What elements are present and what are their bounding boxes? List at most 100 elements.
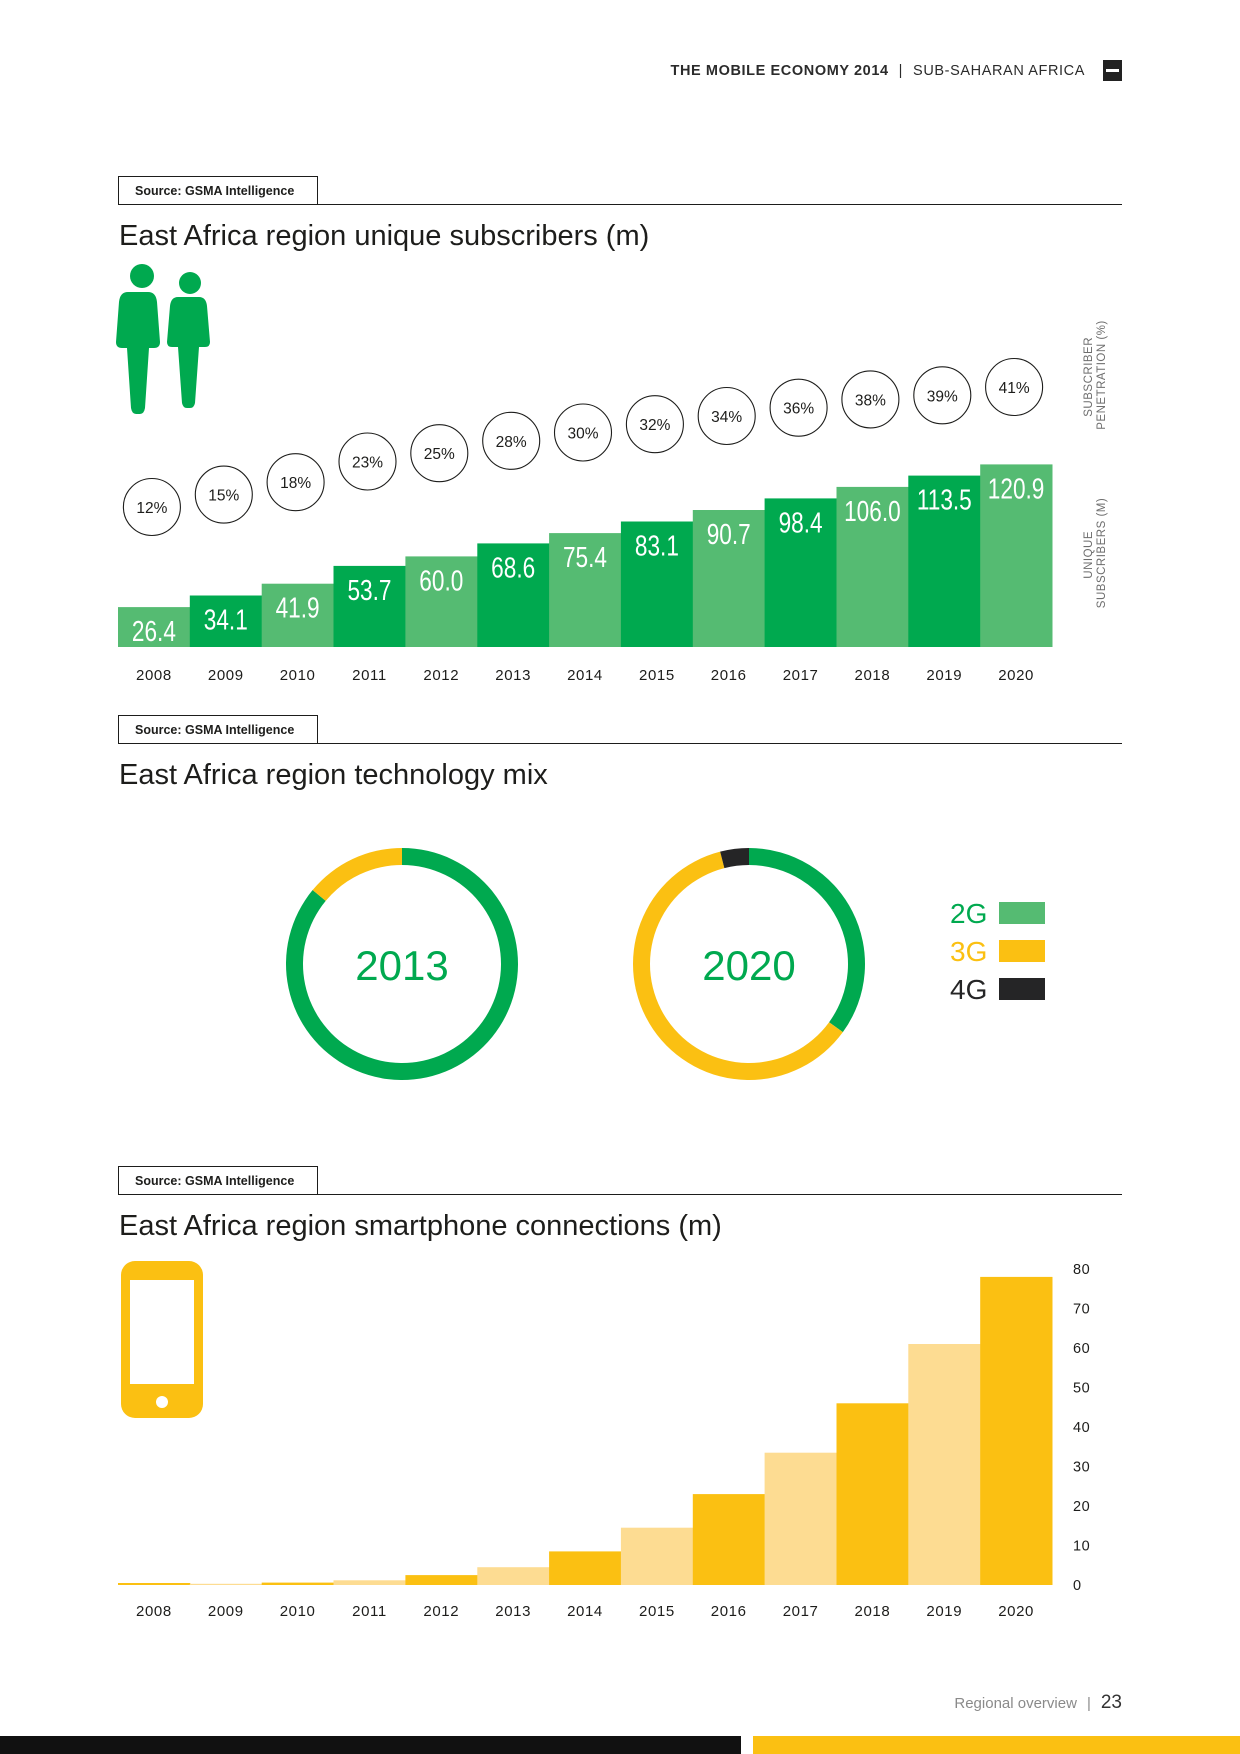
x-axis-tick-label: 2020 [998, 1603, 1034, 1620]
y-axis-tick-label: 0 [1073, 1578, 1082, 1594]
source-label: Source: GSMA Intelligence [118, 715, 318, 743]
penetration-label: 32% [639, 417, 670, 434]
subscribers-chart-title: East Africa region unique subscribers (m… [119, 220, 650, 252]
smartphone-chart: 2008 2009 2010 2011 2012 2013 2014 2015 2016 2017… [118, 1261, 1090, 1620]
smartphone-bar [261, 1582, 334, 1585]
x-axis-tick-label: 2016 [711, 667, 747, 684]
x-axis-tick-label: 2012 [423, 667, 459, 684]
bar-value-label: 106.0 [844, 494, 901, 527]
x-axis-tick-label: 2014 [567, 667, 603, 684]
subscriber-bar [620, 521, 694, 647]
penetration-label: 30% [567, 426, 598, 443]
subscriber-bar [477, 543, 550, 647]
bar-value-label: 26.4 [132, 614, 176, 647]
y-axis-tick-label: 80 [1073, 1262, 1090, 1278]
smartphone-bar [764, 1452, 837, 1585]
x-axis-tick-label: 2013 [495, 667, 531, 684]
bar-value-label: 90.7 [707, 517, 751, 550]
penetration-label: 38% [855, 392, 886, 409]
x-axis-tick-label: 2015 [639, 667, 675, 684]
subscriber-bar [189, 595, 263, 647]
bar-value-label: 34.1 [204, 603, 248, 636]
publication-title: THE MOBILE ECONOMY 2014 [670, 62, 889, 79]
smartphone-bar [549, 1551, 622, 1585]
x-axis-tick-label: 2017 [783, 667, 819, 684]
y-axis-tick-label: 40 [1073, 1420, 1090, 1436]
subscribers-axis-label: UNIQUE SUBSCRIBERS (M) [1083, 498, 1108, 608]
subscriber-bar [692, 510, 766, 647]
bar-value-label: 113.5 [917, 483, 972, 516]
penetration-circle [410, 424, 469, 483]
bar-value-label: 41.9 [276, 591, 320, 624]
technology-mix-chart: 2013 2020 2G 3G 4G [285, 848, 1045, 1080]
penetration-circle [482, 411, 541, 470]
x-axis-tick-label: 2008 [136, 1603, 172, 1620]
penetration-circle [194, 465, 253, 524]
legend-swatch [999, 940, 1045, 962]
x-axis-tick-label: 2010 [280, 1603, 316, 1620]
bar-value-label: 98.4 [779, 506, 823, 539]
people-icon [116, 264, 210, 414]
smartphone-bar [189, 1583, 263, 1585]
bar-value-label: 75.4 [563, 540, 607, 573]
subscribers-axis-label-line2: SUBSCRIBERS (M) [1096, 498, 1108, 608]
subscriber-bar [980, 464, 1053, 647]
x-axis-tick-label: 2009 [208, 667, 244, 684]
x-axis-tick-label: 2019 [926, 667, 962, 684]
penetration-label: 28% [496, 434, 527, 451]
smartphone-icon [121, 1261, 203, 1418]
penetration-circle [913, 366, 972, 425]
page-number: 23 [1100, 1692, 1122, 1713]
penetration-label: 12% [136, 500, 167, 517]
penetration-axis-label-line1: SUBSCRIBER [1083, 337, 1095, 417]
x-axis-tick-label: 2015 [639, 1603, 675, 1620]
bar-value-label: 120.9 [988, 472, 1045, 505]
penetration-label: 39% [927, 388, 958, 405]
penetration-circle [122, 477, 181, 537]
footer-section: Regional overview [954, 1694, 1077, 1712]
penetration-axis-label: SUBSCRIBER PENETRATION (%) [1083, 320, 1108, 430]
footer-bar-black [0, 1736, 741, 1754]
x-axis-tick-label: 2009 [208, 1603, 244, 1620]
region-title: SUB-SAHARAN AFRICA [913, 62, 1085, 79]
x-axis-tick-label: 2018 [855, 667, 891, 684]
y-axis-tick-label: 20 [1073, 1499, 1090, 1515]
subscriber-bar [333, 565, 406, 647]
subscribers-chart: SUBSCRIBER PENETRATION (%) UNIQUE SUBSCR… [116, 264, 1108, 684]
footer-bar-yellow [753, 1736, 1240, 1754]
subscriber-bar [118, 607, 191, 647]
bar-value-label: 53.7 [347, 573, 391, 606]
penetration-axis-label-line2: PENETRATION (%) [1096, 320, 1108, 430]
donut-center-label: 2013 [355, 942, 448, 989]
section-divider [118, 204, 1122, 205]
subscriber-bar [405, 556, 478, 647]
x-axis-tick-label: 2008 [136, 667, 172, 684]
legend-label: 4G [950, 974, 987, 1005]
smartphone-bar [620, 1527, 694, 1585]
techmix-chart-title: East Africa region technology mix [119, 759, 548, 791]
bar-value-label: 68.6 [491, 551, 535, 584]
subscribers-axis-label-line1: UNIQUE [1083, 531, 1095, 579]
penetration-label: 23% [352, 455, 383, 472]
smartphone-bar [405, 1575, 478, 1585]
y-axis-tick-label: 70 [1073, 1302, 1090, 1318]
penetration-circle [697, 386, 756, 446]
subscriber-bar [764, 498, 837, 647]
penetration-label: 18% [280, 475, 311, 492]
source-label: Source: GSMA Intelligence [118, 1166, 318, 1194]
penetration-label: 36% [783, 401, 814, 418]
penetration-circle [338, 432, 397, 491]
y-axis-tick-label: 10 [1073, 1539, 1090, 1555]
penetration-circle [985, 357, 1044, 417]
x-axis-tick-label: 2017 [783, 1603, 819, 1620]
smartphone-bar [118, 1583, 191, 1585]
bar-value-label: 83.1 [635, 529, 679, 562]
section-divider [118, 1194, 1122, 1195]
penetration-circle [625, 395, 684, 454]
gsma-logo-icon [1103, 60, 1122, 81]
penetration-circle [553, 403, 613, 462]
x-axis-tick-label: 2020 [998, 667, 1034, 684]
penetration-circle [841, 370, 900, 429]
x-axis-tick-label: 2018 [855, 1603, 891, 1620]
smartphone-bar [908, 1344, 981, 1585]
